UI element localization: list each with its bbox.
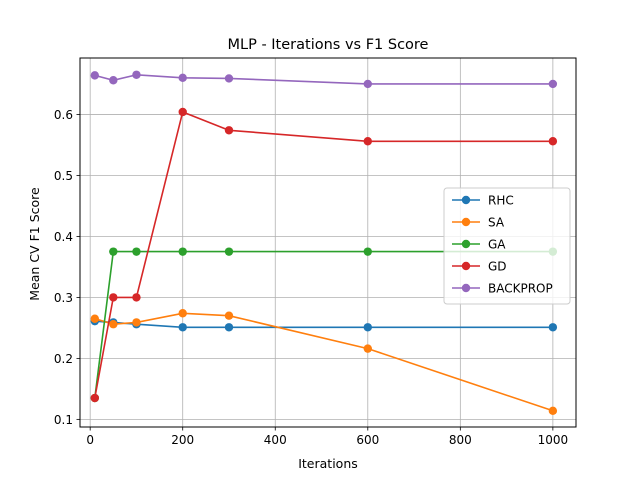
data-point-sa: [224, 311, 234, 320]
y-axis-label: Mean CV F1 Score: [27, 187, 42, 301]
legend-marker-rhc: [461, 195, 471, 205]
data-point-rhc: [178, 323, 187, 332]
data-point-rhc: [363, 323, 372, 332]
data-point-backprop: [90, 71, 100, 80]
legend: RHC SA GA GD BACKPROP: [443, 187, 571, 305]
legend-label-rhc: RHC: [488, 194, 514, 208]
data-point-ga: [132, 247, 141, 256]
data-point-sa: [178, 309, 187, 318]
y-tick-label: 0.1: [54, 413, 73, 427]
data-point-gd: [548, 137, 558, 146]
data-point-sa: [90, 314, 100, 323]
y-tick-label: 0.4: [54, 230, 73, 244]
x-tick-label: 600: [356, 433, 379, 447]
legend-marker-ga: [461, 239, 471, 249]
plot-area-frame: [79, 57, 577, 428]
legend-marker-gd: [461, 261, 471, 271]
data-point-sa: [132, 318, 141, 327]
legend-label-ga: GA: [488, 238, 506, 252]
data-point-backprop: [132, 70, 141, 79]
x-tick-label: 200: [171, 433, 194, 447]
legend-box: [443, 187, 571, 305]
data-point-gd: [109, 293, 118, 302]
data-point-backprop: [548, 79, 558, 89]
x-axis-label: Iterations: [298, 456, 358, 471]
legend-label-gd: GD: [488, 260, 507, 274]
legend-marker-sa: [461, 217, 471, 227]
x-tick-label: 800: [449, 433, 472, 447]
data-point-sa: [363, 344, 372, 353]
y-tick-label: 0.5: [54, 169, 73, 183]
data-point-ga: [363, 247, 372, 256]
legend-label-backprop: BACKPROP: [488, 282, 553, 296]
axis-ticks: 0 200 400 600 800 1000 0.1 0.2 0.3 0.4 0.5 0.6: [54, 108, 568, 447]
data-point-ga: [109, 247, 118, 256]
data-point-gd: [178, 107, 187, 117]
data-point-rhc: [548, 323, 558, 332]
data-point-gd: [224, 126, 234, 135]
data-point-sa: [548, 406, 558, 416]
y-tick-label: 0.3: [54, 291, 73, 305]
x-tick-label: 400: [264, 433, 287, 447]
data-point-backprop: [224, 74, 234, 83]
x-tick-label: 1000: [538, 433, 569, 447]
data-point-backprop: [178, 73, 187, 83]
x-tick-label: 0: [86, 433, 94, 447]
legend-label-sa: SA: [488, 216, 505, 230]
data-point-sa: [109, 320, 118, 329]
data-point-backprop: [363, 79, 372, 89]
data-point-ga: [178, 247, 187, 256]
data-point-ga: [224, 247, 234, 256]
chart-title: MLP - Iterations vs F1 Score: [228, 37, 429, 53]
y-tick-label: 0.2: [54, 352, 73, 366]
data-point-rhc: [224, 323, 234, 332]
y-tick-label: 0.6: [54, 108, 73, 122]
data-point-gd: [90, 393, 100, 403]
data-point-gd: [363, 137, 372, 146]
data-point-gd: [132, 293, 141, 302]
data-series: [90, 70, 558, 416]
data-point-backprop: [109, 76, 118, 85]
legend-marker-backprop: [461, 283, 471, 293]
